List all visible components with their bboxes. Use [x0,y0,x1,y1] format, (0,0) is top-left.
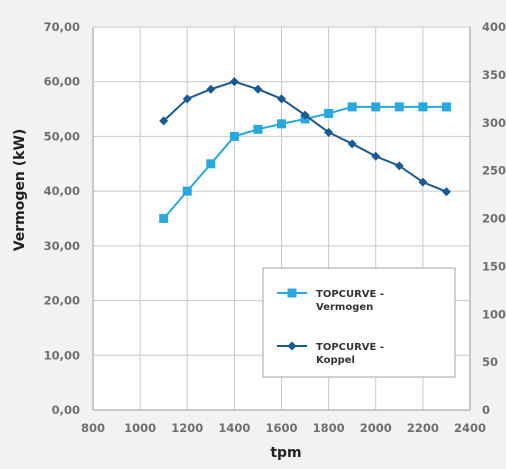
data-point-koppel [206,84,216,94]
legend: TOPCURVE - Vermogen TOPCURVE - Koppel [262,267,456,378]
y2-tick-label: 200 [482,212,506,226]
data-point-koppel [300,110,310,120]
x-tick-label: 2200 [407,421,439,435]
data-point-koppel [441,187,451,197]
data-point-koppel [182,94,192,104]
y2-tick-label: 250 [482,164,506,178]
y2-tick-label: 150 [482,259,506,273]
y-tick-label: 30,00 [44,239,80,253]
legend-marker-koppel [287,341,297,351]
y-tick-label: 0,00 [52,403,80,417]
y2-tick-label: 300 [482,116,506,130]
x-tick-label: 800 [81,421,105,435]
data-point-vermogen [371,102,381,112]
x-tick-label: 1000 [124,421,156,435]
x-tick-label: 2000 [360,421,392,435]
data-point-koppel [277,94,286,104]
y-tick-label: 60,00 [44,75,80,89]
x-tick-label: 1200 [171,421,203,435]
legend-label-koppel: TOPCURVE - [316,342,384,353]
legend-marker-vermogen [287,288,297,298]
data-point-vermogen [324,108,334,118]
data-point-vermogen [206,159,216,169]
data-point-koppel [418,177,428,187]
data-point-koppel [394,161,404,171]
x-axis-title: tpm [270,445,301,461]
data-point-koppel [229,77,239,87]
y2-tick-label: 350 [482,68,506,82]
y2-tick-label: 400 [482,20,506,34]
tick-labels: 800 1000 1200 1400 1600 1800 2000 2200 24000,001… [44,20,506,435]
y2-tick-label: 0 [482,403,490,417]
data-point-vermogen [182,186,192,196]
y-axis-title: Vermogen (kW) [12,129,28,252]
data-point-vermogen [394,102,404,112]
legend-box [262,267,456,378]
data-point-vermogen [229,131,239,141]
data-point-vermogen [441,102,451,112]
data-point-koppel [253,84,263,94]
data-point-vermogen [159,214,169,223]
data-point-vermogen [418,102,428,112]
axes [92,27,471,411]
y-tick-label: 40,00 [44,184,80,198]
data-point-vermogen [277,119,286,129]
data-point-koppel [347,139,357,149]
data-point-vermogen [347,102,357,112]
y-tick-label: 20,00 [44,294,80,308]
y2-tick-label: 50 [482,355,498,369]
series-area [159,77,451,223]
data-point-vermogen [253,124,263,134]
y-tick-label: 70,00 [44,20,80,34]
legend-label-vermogen: Vermogen [316,302,373,313]
x-tick-label: 1600 [265,421,297,435]
data-point-koppel [324,127,334,137]
legend-label-vermogen: TOPCURVE - [316,289,384,300]
x-tick-label: 1400 [218,421,250,435]
x-tick-label: 2400 [454,421,486,435]
legend-label-koppel: Koppel [316,355,355,366]
series-koppel [159,77,451,197]
y-tick-label: 10,00 [44,348,80,362]
x-tick-label: 1800 [313,421,345,435]
data-point-koppel [159,116,169,126]
data-point-koppel [371,151,381,161]
y-tick-label: 50,00 [44,129,80,143]
y2-tick-label: 100 [482,307,506,321]
